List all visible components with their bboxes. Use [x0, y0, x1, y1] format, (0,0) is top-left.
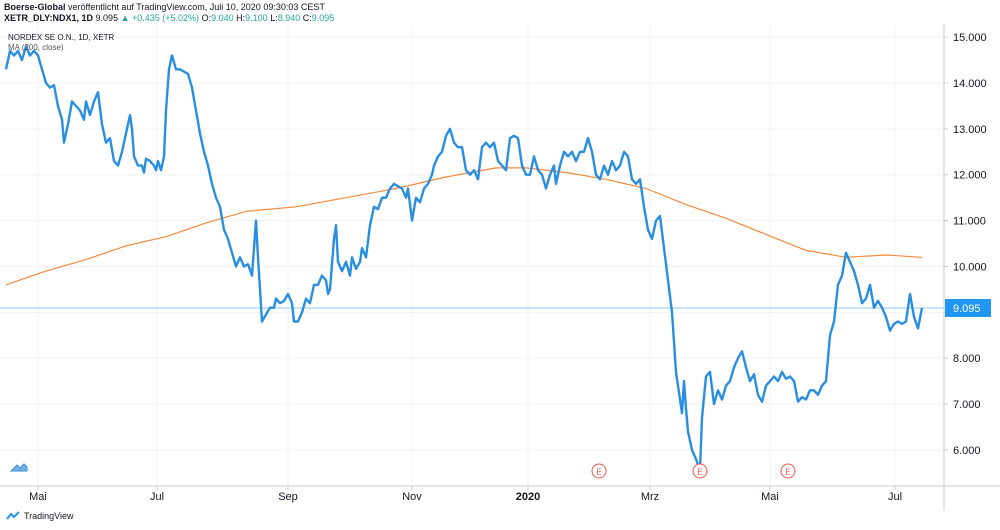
footer-brand[interactable]: TradingView: [6, 511, 74, 521]
ohlc-low-label: L:: [270, 13, 278, 23]
tradingview-logo-icon: [6, 511, 20, 520]
price-chart[interactable]: 15.00014.00013.00012.00011.00010.0009.00…: [0, 24, 1000, 510]
last-price-marker: 9.095: [945, 298, 991, 317]
earnings-marker-icon[interactable]: E: [692, 463, 708, 479]
ma-series-layer: [5, 167, 923, 286]
last-price: 9.095: [95, 13, 119, 23]
x-tick-label: Sep: [278, 491, 298, 503]
y-tick-label: 13.000: [953, 124, 987, 136]
svg-text:E: E: [596, 468, 601, 477]
y-tick-label: 6.000: [953, 445, 981, 457]
last-price-tag-text: 9.095: [953, 303, 981, 315]
plot-area[interactable]: [0, 24, 944, 486]
ohlc-open-label: O:: [201, 13, 212, 23]
y-tick-label: 11.000: [953, 216, 986, 228]
ohlc-close-label: C:: [302, 13, 312, 23]
x-tick-label: Jul: [150, 491, 164, 503]
x-tick-label: Mrz: [641, 491, 659, 503]
y-tick-label: 8.000: [953, 353, 981, 365]
price-series-line: [4, 45, 924, 472]
chart-settings-icon[interactable]: [9, 463, 28, 472]
ma-series-line: [5, 167, 923, 286]
publish-details: veröffentlicht auf TradingView.com, Juli…: [68, 2, 325, 12]
ohlc-high: 9.100: [245, 13, 268, 23]
svg-text:E: E: [697, 468, 702, 477]
last-price-tag: [945, 298, 991, 317]
publish-info: Boerse-Global veröffentlicht auf Trading…: [4, 2, 325, 13]
ohlc-open: 9.040: [211, 13, 234, 23]
symbol-label: XETR_DLY:NDX1, 1D: [4, 13, 94, 23]
y-tick-label: 7.000: [953, 399, 981, 411]
chart-legend-indicator[interactable]: MA (200, close): [8, 43, 64, 52]
ohlc-low: 8.940: [277, 13, 301, 23]
earnings-marker-icon[interactable]: E: [591, 463, 607, 479]
ohlc-close: 9.095: [311, 13, 335, 23]
y-tick-label: 15.000: [953, 32, 987, 44]
x-tick-label: Jul: [888, 491, 902, 503]
earnings-marker-icon[interactable]: E: [780, 463, 796, 479]
symbol-quote-line: XETR_DLY:NDX1, 1D 9.095 ▲ +0.435 (+5.02%…: [4, 13, 334, 24]
y-tick-label: 14.000: [953, 78, 987, 90]
footer-brand-label: TradingView: [24, 511, 74, 521]
price-series-layer: [4, 45, 924, 472]
y-tick-label: 10.000: [953, 261, 987, 273]
x-tick-label: Mai: [29, 491, 47, 503]
ohlc-high-label: H:: [236, 13, 246, 23]
y-axis[interactable]: 15.00014.00013.00012.00011.00010.0009.00…: [944, 32, 987, 457]
chart-legend-title: NORDEX SE O.N., 1D, XETR: [8, 33, 115, 42]
y-tick-label: 12.000: [953, 170, 987, 182]
x-tick-label: Mai: [761, 491, 779, 503]
price-change: ▲ +0.435 (+5.02%): [120, 13, 200, 23]
svg-text:E: E: [785, 468, 790, 477]
x-tick-label: 2020: [516, 491, 540, 503]
publisher-name: Boerse-Global: [4, 2, 66, 12]
x-axis[interactable]: Mai Jul Sep Nov 2020 Mrz Mai Jul: [29, 486, 902, 503]
x-tick-label: Nov: [402, 491, 422, 503]
